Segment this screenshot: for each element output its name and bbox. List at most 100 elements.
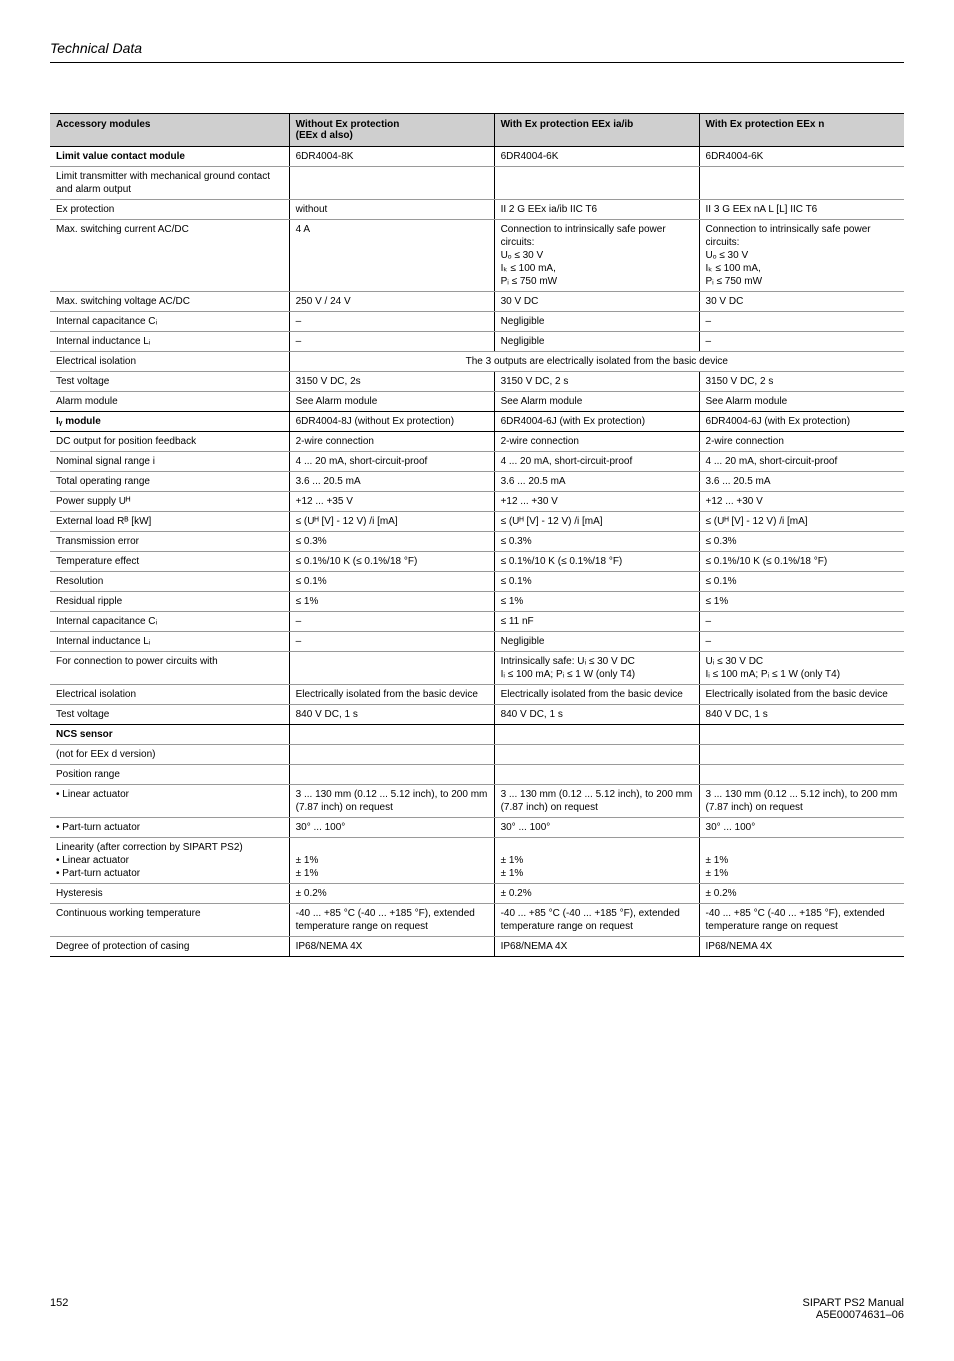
row-value: +12 ... +35 V [289, 492, 494, 512]
row-label: Total operating range [50, 472, 289, 492]
table-row: Test voltage3150 V DC, 2s3150 V DC, 2 s3… [50, 372, 904, 392]
table-row: Internal capacitance Cᵢ–Negligible– [50, 312, 904, 332]
row-value: 3150 V DC, 2 s [494, 372, 699, 392]
row-value: 250 V / 24 V [289, 292, 494, 312]
row-label: Electrical isolation [50, 685, 289, 705]
row-value: ≤ 0.1% [289, 572, 494, 592]
row-value: ≤ 0.3% [494, 532, 699, 552]
row-value: 840 V DC, 1 s [494, 705, 699, 725]
row-value: – [699, 612, 904, 632]
row-label: Max. switching current AC/DC [50, 220, 289, 292]
table-row: NCS sensor [50, 725, 904, 745]
row-value: 3150 V DC, 2s [289, 372, 494, 392]
row-value [289, 652, 494, 685]
row-value: Negligible [494, 312, 699, 332]
table-row: Degree of protection of casingIP68/NEMA … [50, 937, 904, 957]
row-value [494, 745, 699, 765]
row-value: 3.6 ... 20.5 mA [289, 472, 494, 492]
table-row: Iᵧ module6DR4004-8J (without Ex protecti… [50, 412, 904, 432]
row-label: Max. switching voltage AC/DC [50, 292, 289, 312]
row-value: +12 ... +30 V [494, 492, 699, 512]
row-value: Connection to intrinsically safe power c… [699, 220, 904, 292]
row-label: Nominal signal range i [50, 452, 289, 472]
row-label: Limit value contact module [50, 147, 289, 167]
row-label: NCS sensor [50, 725, 289, 745]
row-value: ≤ 0.1%/10 K (≤ 0.1%/18 °F) [289, 552, 494, 572]
row-value: without [289, 200, 494, 220]
row-label: • Part-turn actuator [50, 818, 289, 838]
manual-name: SIPART PS2 Manual [803, 1297, 905, 1309]
page-footer: 152 SIPART PS2 Manual A5E00074631–06 [50, 1297, 904, 1321]
row-label: Linearity (after correction by SIPART PS… [50, 838, 289, 884]
row-value: 30 V DC [699, 292, 904, 312]
row-value [699, 167, 904, 200]
row-value [699, 745, 904, 765]
row-label: Hysteresis [50, 884, 289, 904]
row-label: (not for EEx d version) [50, 745, 289, 765]
row-value: ± 0.2% [289, 884, 494, 904]
table-row: • Linear actuator3 ... 130 mm (0.12 ... … [50, 785, 904, 818]
table-row: Linearity (after correction by SIPART PS… [50, 838, 904, 884]
row-label: External load Rᴮ [kW] [50, 512, 289, 532]
row-value: ≤ 0.1% [494, 572, 699, 592]
row-value: 3 ... 130 mm (0.12 ... 5.12 inch), to 20… [289, 785, 494, 818]
row-label: For connection to power circuits with [50, 652, 289, 685]
table-row: Internal capacitance Cᵢ–≤ 11 nF– [50, 612, 904, 632]
table-row: Residual ripple≤ 1%≤ 1%≤ 1% [50, 592, 904, 612]
row-value: See Alarm module [289, 392, 494, 412]
row-value: 6DR4004-8J (without Ex protection) [289, 412, 494, 432]
table-row: Nominal signal range i4 ... 20 mA, short… [50, 452, 904, 472]
row-value [289, 167, 494, 200]
row-value: 30° ... 100° [699, 818, 904, 838]
row-value: 6DR4004-6J (with Ex protection) [494, 412, 699, 432]
table-row: Position range [50, 765, 904, 785]
row-value: -40 ... +85 °C (-40 ... +185 °F), extend… [289, 904, 494, 937]
row-value: Electrically isolated from the basic dev… [699, 685, 904, 705]
table-row: Ex protectionwithoutII 2 G EEx ia/ib IIC… [50, 200, 904, 220]
row-value: 6DR4004-8K [289, 147, 494, 167]
row-label: Electrical isolation [50, 352, 289, 372]
row-value: 2-wire connection [699, 432, 904, 452]
row-value: Negligible [494, 632, 699, 652]
row-value: ± 1%± 1% [494, 838, 699, 884]
row-value: Electrically isolated from the basic dev… [289, 685, 494, 705]
row-value: 3150 V DC, 2 s [699, 372, 904, 392]
table-row: Continuous working temperature-40 ... +8… [50, 904, 904, 937]
row-value: 3 ... 130 mm (0.12 ... 5.12 inch), to 20… [494, 785, 699, 818]
table-row: DC output for position feedback2-wire co… [50, 432, 904, 452]
row-span-value: The 3 outputs are electrically isolated … [289, 352, 904, 372]
row-value: ≤ 11 nF [494, 612, 699, 632]
row-value: Uᵢ ≤ 30 V DCIᵢ ≤ 100 mA; Pᵢ ≤ 1 W (only … [699, 652, 904, 685]
row-value: 4 ... 20 mA, short-circuit-proof [289, 452, 494, 472]
row-value: +12 ... +30 V [699, 492, 904, 512]
table-row: Electrical isolationThe 3 outputs are el… [50, 352, 904, 372]
row-value: Connection to intrinsically safe power c… [494, 220, 699, 292]
row-label: Transmission error [50, 532, 289, 552]
row-value: ≤ 1% [494, 592, 699, 612]
row-value: 4 A [289, 220, 494, 292]
row-value: See Alarm module [494, 392, 699, 412]
table-row: • Part-turn actuator30° ... 100°30° ... … [50, 818, 904, 838]
row-value: II 2 G EEx ia/ib IIC T6 [494, 200, 699, 220]
row-value: ± 1%± 1% [699, 838, 904, 884]
row-label: Degree of protection of casing [50, 937, 289, 957]
table-row: Electrical isolationElectrically isolate… [50, 685, 904, 705]
doc-ref: A5E00074631–06 [803, 1309, 905, 1321]
row-value: See Alarm module [699, 392, 904, 412]
row-label: Test voltage [50, 705, 289, 725]
row-label: Continuous working temperature [50, 904, 289, 937]
row-value: 6DR4004-6J (with Ex protection) [699, 412, 904, 432]
row-value: ≤ 0.3% [289, 532, 494, 552]
table-row: Internal inductance Lᵢ–Negligible– [50, 332, 904, 352]
row-value [699, 725, 904, 745]
row-value: 30 V DC [494, 292, 699, 312]
row-label: • Linear actuator [50, 785, 289, 818]
row-value: 840 V DC, 1 s [289, 705, 494, 725]
footer-ref: SIPART PS2 Manual A5E00074631–06 [803, 1297, 905, 1321]
row-value: Electrically isolated from the basic dev… [494, 685, 699, 705]
row-value: 3 ... 130 mm (0.12 ... 5.12 inch), to 20… [699, 785, 904, 818]
row-value: 3.6 ... 20.5 mA [699, 472, 904, 492]
row-value: 2-wire connection [289, 432, 494, 452]
row-value: ± 0.2% [699, 884, 904, 904]
row-value: ± 0.2% [494, 884, 699, 904]
